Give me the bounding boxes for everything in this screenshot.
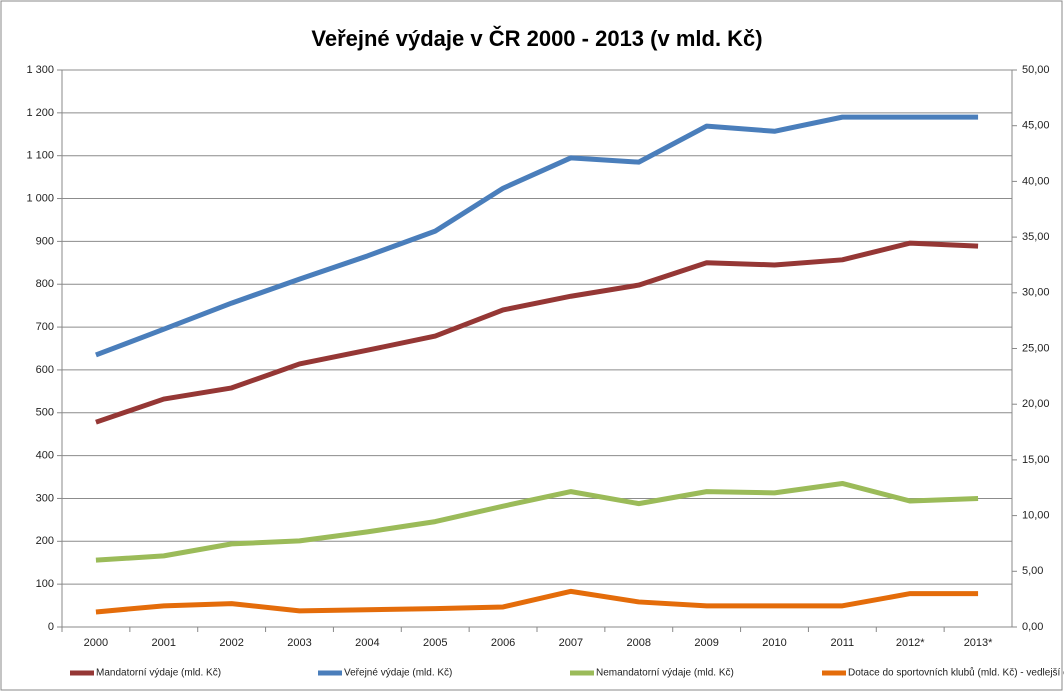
y-tick-label: 500 [36,407,54,419]
x-tick-label: 2009 [694,637,718,649]
y2-tick-label: 25,00 [1022,342,1050,354]
y-tick-label: 800 [36,278,54,290]
series-line [95,480,979,563]
y2-tick-label: 40,00 [1022,175,1050,187]
x-tick-label: 2013* [964,637,993,649]
y2-tick-label: 0,00 [1022,621,1043,633]
y2-tick-label: 5,00 [1022,565,1043,577]
y2-tick-label: 50,00 [1022,64,1050,76]
y-tick-label: 600 [36,364,54,376]
chart-title: Veřejné výdaje v ČR 2000 - 2013 (v mld. … [311,26,762,51]
y-tick-label: 100 [36,578,54,590]
series-line [95,588,979,615]
series-line [95,114,979,358]
y2-tick-label: 15,00 [1022,454,1050,466]
x-tick-label: 2000 [84,637,108,649]
x-tick-label: 2006 [491,637,515,649]
y2-tick-label: 45,00 [1022,120,1050,132]
y2-tick-label: 10,00 [1022,510,1050,522]
x-tick-label: 2011 [831,637,855,649]
x-tick-label: 2008 [627,637,651,649]
x-tick-label: 2010 [762,637,786,649]
y-tick-label: 1 100 [26,150,54,162]
x-tick-label: 2003 [287,637,311,649]
y-tick-label: 700 [36,321,54,333]
legend-label: Dotace do sportovních klubů (mld. Kč) - … [848,667,1064,679]
y-tick-label: 300 [36,492,54,504]
y-tick-label: 900 [36,235,54,247]
series-line [95,240,979,425]
y-tick-label: 1 300 [26,64,54,76]
y-tick-label: 200 [36,535,54,547]
y-tick-label: 1 200 [26,107,54,119]
legend-label: Mandatorní výdaje (mld. Kč) [96,668,221,679]
y2-tick-label: 35,00 [1022,231,1050,243]
x-tick-label: 2001 [152,637,176,649]
x-tick-label: 2004 [355,637,379,649]
y-tick-label: 0 [48,621,54,633]
y2-tick-label: 20,00 [1022,398,1050,410]
x-tick-label: 2002 [219,637,243,649]
x-tick-label: 2005 [423,637,447,649]
legend-label: Nemandatorní výdaje (mld. Kč) [596,668,734,679]
y-tick-label: 400 [36,450,54,462]
legend-label: Veřejné výdaje (mld. Kč) [344,668,452,679]
y2-tick-label: 30,00 [1022,287,1050,299]
x-tick-label: 2007 [559,637,583,649]
x-tick-label: 2012* [896,637,925,649]
y-tick-label: 1 000 [26,192,54,204]
